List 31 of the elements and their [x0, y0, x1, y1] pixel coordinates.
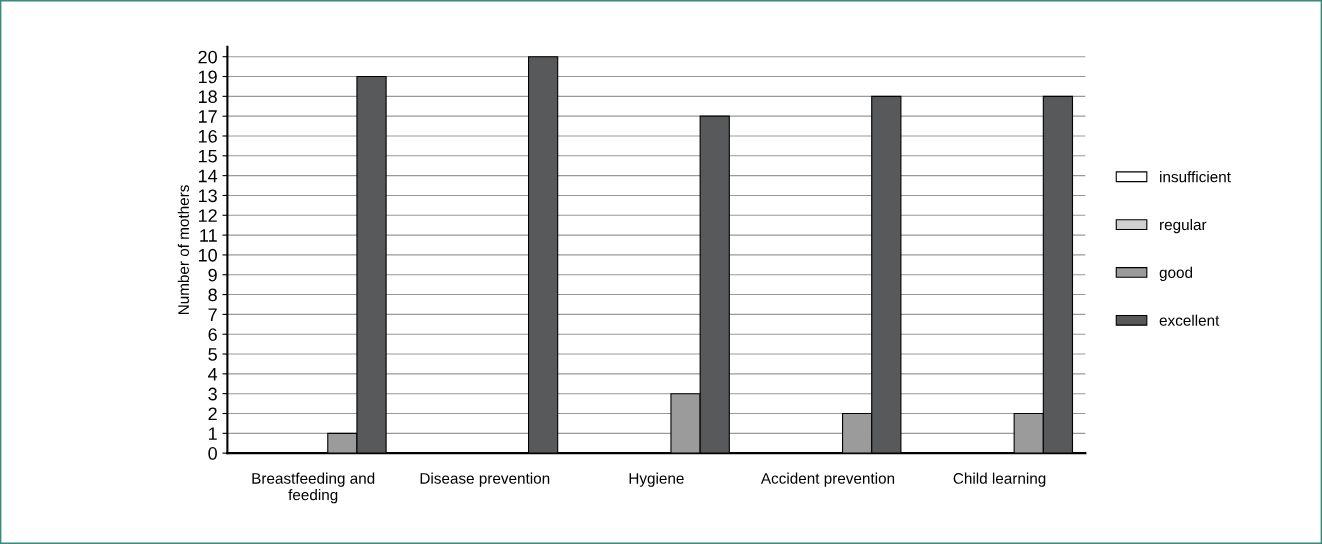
y-axis-title: Number of mothers [177, 185, 190, 315]
y-tick-label: 7 [208, 308, 217, 321]
x-tick-label: Breastfeeding and feeding [252, 472, 375, 504]
y-tick-label: 8 [208, 288, 217, 302]
legend-label: excellent [1159, 314, 1220, 326]
y-tick-label: 4 [208, 367, 218, 381]
y-tick-label: 15 [198, 149, 217, 163]
y-tick-label: 17 [198, 110, 217, 123]
legend-label: insufficient [1160, 171, 1231, 183]
y-tick-label: 11 [200, 229, 217, 242]
y-tick-label: 14 [198, 169, 218, 183]
y-tick-label: 6 [208, 328, 217, 341]
y-tick-label: 20 [198, 50, 217, 64]
y-tick-label: 13 [198, 189, 217, 203]
legend-label: good [1159, 266, 1193, 282]
y-tick-label: 16 [198, 129, 217, 143]
y-tick-label: 12 [198, 209, 217, 222]
y-tick-label: 18 [198, 90, 217, 104]
y-tick-label: 9 [208, 268, 217, 282]
y-tick-label: 2 [208, 407, 217, 421]
x-tick-label: Child learning [953, 472, 1046, 487]
y-tick-label: 1 [209, 427, 217, 440]
x-tick-label: Disease prevention [420, 472, 550, 487]
y-tick-label: 19 [198, 70, 217, 84]
y-tick-label: 3 [208, 387, 217, 401]
legend-label: regular [1160, 218, 1207, 234]
y-tick-label: 0 [208, 447, 217, 460]
y-tick-label: 5 [208, 348, 217, 361]
y-tick-label: 10 [198, 248, 217, 262]
x-tick-label: Hygiene [629, 472, 684, 487]
x-tick-label: Accident prevention [760, 472, 895, 487]
